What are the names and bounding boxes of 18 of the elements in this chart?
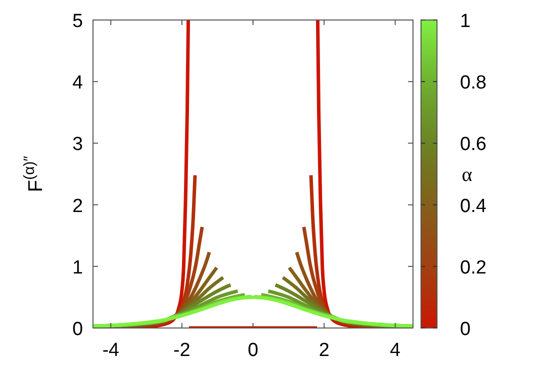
y-tick-label: 5: [72, 11, 83, 32]
color-bar-title: α: [462, 164, 473, 186]
y-tick-label: 1: [72, 257, 83, 278]
x-tick-label: 2: [318, 340, 330, 361]
y-tick-label: 2: [72, 196, 83, 217]
color-bar-label: 0.6: [460, 134, 486, 156]
x-tick-label: -4: [102, 340, 120, 361]
x-tick-label: 0: [248, 340, 258, 361]
color-bar-label: 0: [460, 319, 471, 340]
color-bar-label: 0.2: [460, 257, 486, 278]
y-tick-label: 0: [72, 319, 83, 340]
color-bar-label: 0.4: [460, 196, 487, 217]
color-bar-label: 1: [460, 11, 471, 32]
x-tick-label: 4: [390, 340, 401, 361]
y-tick-label: 4: [72, 72, 84, 94]
color-bar-label: 0.8: [460, 72, 486, 94]
x-tick-label: -2: [173, 340, 190, 361]
y-tick-label: 3: [72, 134, 83, 156]
